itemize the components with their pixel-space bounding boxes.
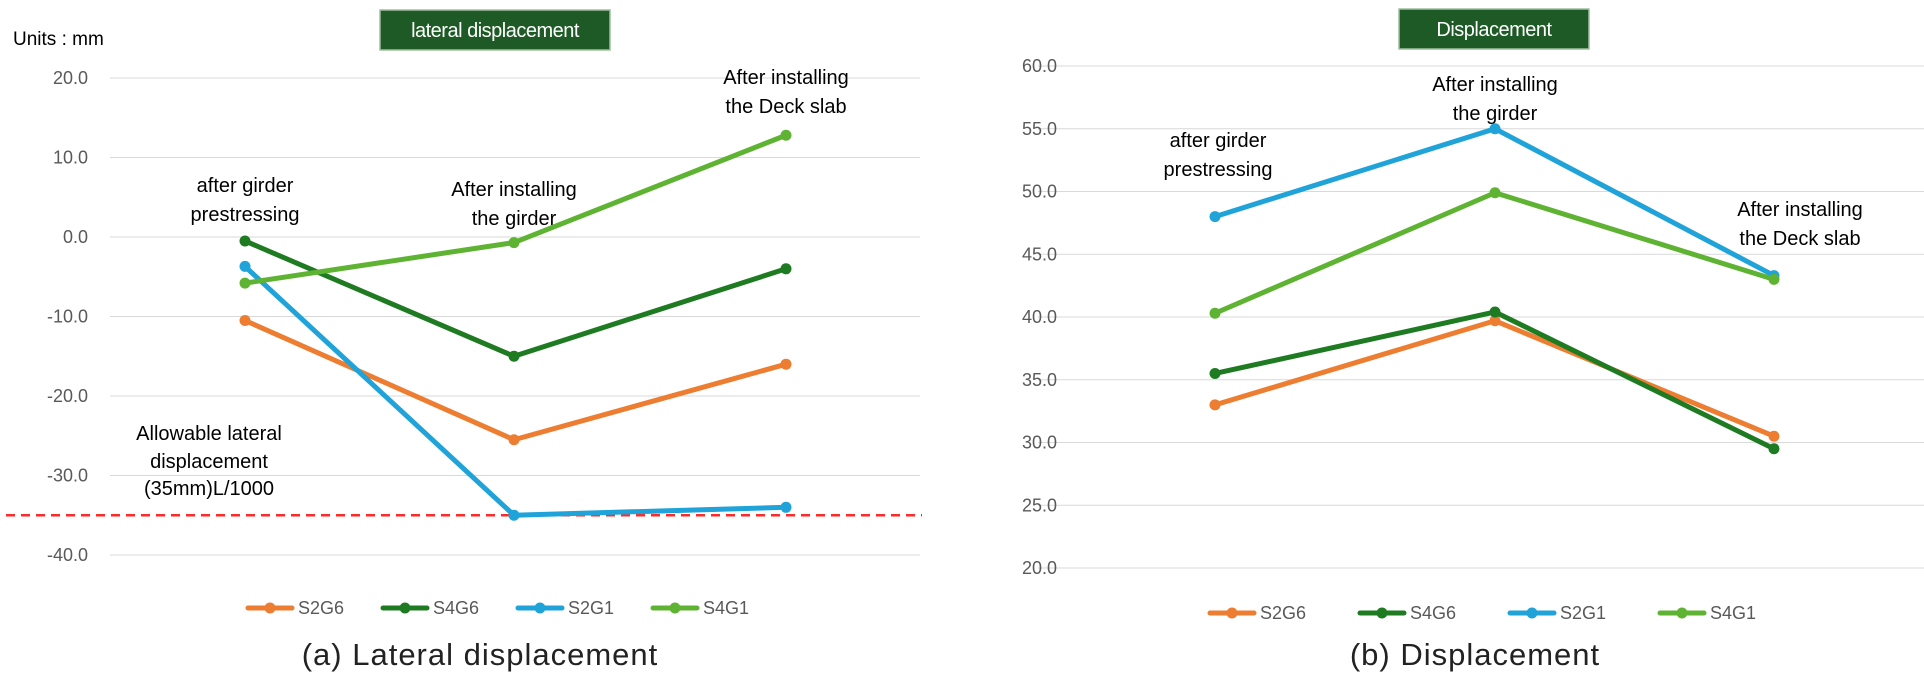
legend-label: S4G6 (433, 598, 479, 618)
chart-title: lateral displacement (411, 20, 580, 42)
data-point-s4g6 (780, 263, 792, 275)
legend-marker-s4g6 (1376, 607, 1388, 619)
allowable-limit-label: (35mm)L/1000 (144, 478, 274, 500)
data-point-s2g6 (508, 434, 520, 446)
legend-label: S4G1 (1710, 603, 1756, 623)
series-line-s2g1 (242, 263, 789, 518)
category-label: the girder (1453, 103, 1538, 125)
y-tick-label: -20.0 (47, 386, 88, 406)
data-point-s4g6 (508, 350, 520, 362)
y-tick-label: -30.0 (47, 466, 88, 486)
category-label: prestressing (191, 204, 300, 226)
data-point-s2g1 (239, 260, 251, 272)
y-tick-label: 25.0 (1022, 495, 1057, 515)
legend-label: S4G1 (703, 598, 749, 618)
legend-label: S4G6 (1410, 603, 1456, 623)
legend-marker-s2g1 (534, 602, 546, 614)
y-tick-label: 20.0 (53, 68, 88, 88)
category-label: After installing (451, 179, 577, 201)
legend-marker-s2g6 (264, 602, 276, 614)
data-point-s4g1 (780, 129, 792, 141)
category-label: after girder (1170, 130, 1267, 152)
data-point-s2g6 (780, 358, 792, 370)
legend-marker-s2g6 (1226, 607, 1238, 619)
data-point-s2g1 (1209, 211, 1221, 223)
chart-displacement: 60.0 55.0 50.0 45.0 40.0 35.0 30.0 25.0 20.0 Disp… (1022, 8, 1924, 672)
units-label: Units : mm (13, 29, 104, 50)
chart-title-box (1398, 8, 1590, 50)
y-tick-label: 35.0 (1022, 370, 1057, 390)
legend-marker-s2g1 (1526, 607, 1538, 619)
chart-caption: (b) Displacement (1350, 637, 1600, 672)
legend-marker-s4g1 (1676, 607, 1688, 619)
data-point-s4g1 (1768, 273, 1780, 285)
y-tick-label: 40.0 (1022, 307, 1057, 327)
chart-title: Displacement (1436, 19, 1552, 41)
allowable-limit-label: Allowable lateral (136, 423, 282, 445)
legend-label: S2G6 (1260, 603, 1306, 623)
chart-caption: (a) Lateral displacement (302, 637, 659, 672)
data-point-s2g6 (1768, 430, 1780, 442)
y-tick-label: 55.0 (1022, 119, 1057, 139)
y-tick-label: 30.0 (1022, 433, 1057, 453)
data-point-s4g1 (1489, 187, 1501, 199)
category-label: the Deck slab (725, 96, 846, 118)
category-label: after girder (197, 175, 294, 197)
legend-label: S2G1 (1560, 603, 1606, 623)
allowable-limit-label: displacement (150, 451, 268, 473)
data-point-s4g6 (239, 235, 251, 247)
chart-lateral-displacement: 20.0 10.0 0.0 -10.0 -20.0 -30.0 -40.0 lateral d… (6, 9, 922, 672)
legend-marker-s4g6 (399, 602, 411, 614)
y-tick-label: 60.0 (1022, 56, 1057, 76)
data-point-s4g1 (239, 277, 251, 289)
data-point-s4g6 (1489, 306, 1501, 318)
category-label: the girder (472, 208, 557, 230)
category-label: prestressing (1164, 159, 1273, 181)
legend-label: S2G1 (568, 598, 614, 618)
legend-label: S2G6 (298, 598, 344, 618)
data-point-s2g1 (780, 501, 792, 513)
data-point-s2g6 (1209, 399, 1221, 411)
y-tick-label: 0.0 (63, 227, 88, 247)
data-point-s4g1 (1209, 307, 1221, 319)
category-label: After installing (1737, 199, 1863, 221)
data-point-s2g1 (1489, 123, 1501, 135)
y-tick-label: 10.0 (53, 148, 88, 168)
category-label: After installing (723, 67, 849, 89)
series-line-s2g6 (1212, 318, 1777, 439)
category-label: After installing (1432, 74, 1558, 96)
legend-marker-s4g1 (669, 602, 681, 614)
data-point-s4g6 (1209, 367, 1221, 379)
y-tick-label: -40.0 (47, 545, 88, 565)
data-point-s2g6 (1489, 315, 1501, 327)
y-tick-label: 45.0 (1022, 244, 1057, 264)
data-point-s4g1 (508, 237, 520, 249)
data-point-s4g6 (1768, 443, 1780, 455)
chart-title-box (379, 9, 611, 51)
y-tick-label: 20.0 (1022, 558, 1057, 578)
data-point-s2g6 (239, 314, 251, 326)
category-label: the Deck slab (1739, 228, 1860, 250)
data-point-s2g1 (508, 509, 520, 521)
y-tick-label: 50.0 (1022, 182, 1057, 202)
series-line-s4g1 (1212, 190, 1777, 316)
y-tick-label: -10.0 (47, 307, 88, 327)
